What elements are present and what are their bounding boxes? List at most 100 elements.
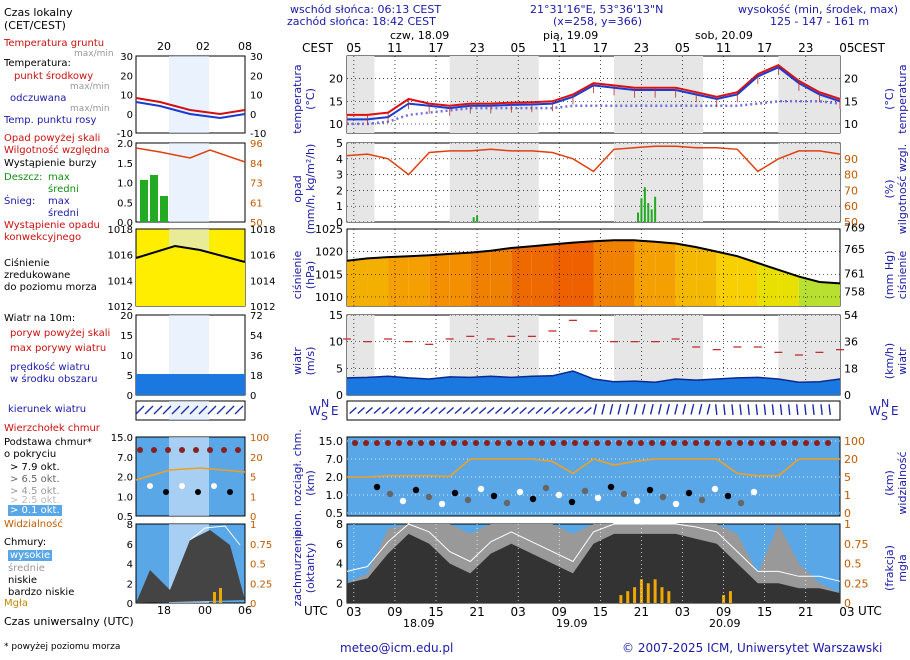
- legend-right-tick-2: 1018: [250, 225, 275, 236]
- compass-w-left: W: [309, 404, 321, 418]
- pressure-area: [511, 246, 532, 306]
- cloud-base-dot: [698, 496, 706, 504]
- vis-tick: 1: [844, 489, 851, 502]
- visibility-line: [347, 458, 840, 478]
- legend-hum-line: [135, 147, 246, 163]
- cloud-top-dot: [649, 440, 655, 446]
- prec-left-tick: 4: [336, 153, 343, 166]
- legend-cloudtop-dot: [207, 447, 213, 453]
- wind-dir-arrow: [422, 407, 430, 414]
- wind-dir-arrow: [674, 403, 679, 415]
- legend-temp-tick: -10: [117, 129, 133, 140]
- cloud-base-label2: o pokryciu: [4, 449, 57, 460]
- cloud-top-dot: [627, 440, 633, 446]
- cloud-top-dot: [803, 440, 809, 446]
- legend-prec-night: [169, 143, 209, 222]
- fog-tick: 0: [844, 597, 851, 610]
- press-mmhg-tick: 769: [844, 222, 865, 235]
- wind-dir-arrow: [601, 403, 606, 415]
- fog-tick: 0.25: [844, 577, 869, 590]
- fog-bar: [646, 583, 650, 603]
- cloud-base-dot: [464, 496, 472, 504]
- footer-email[interactable]: meteo@icm.edu.pl: [340, 641, 454, 655]
- wind-dir-arrow: [438, 407, 446, 414]
- cloud-top-dot: [583, 440, 589, 446]
- legend-right-tick-1: 73: [250, 179, 263, 190]
- vis-tick: 0: [844, 507, 851, 520]
- okt4-label: > 2.5 okt.: [10, 495, 60, 506]
- fog-label: Mgła: [4, 598, 28, 609]
- cloud-top-dot: [473, 440, 479, 446]
- legend-dir-arrow: [180, 405, 190, 415]
- prec-left-tick: 1: [336, 200, 343, 213]
- bottom-tick-label: 15: [757, 605, 772, 619]
- rain-bar: [637, 212, 640, 222]
- prec-night-3: [778, 143, 840, 222]
- temp-left-tick: 20: [329, 73, 343, 86]
- cloud-top-dot: [440, 440, 446, 446]
- cover-tick: 2: [336, 577, 343, 590]
- rain-max-label: max: [48, 172, 70, 183]
- pressure-area: [593, 240, 615, 306]
- cloud-top-dot: [682, 440, 688, 446]
- legend-wind-tick: 15: [120, 331, 133, 342]
- top-tick-label: 05: [675, 41, 690, 55]
- legend-cloudbase-dot: [179, 483, 185, 489]
- cover-mid-line: [346, 523, 841, 582]
- cloud-base-dot: [620, 490, 628, 498]
- legend-right-tick-5: 0: [250, 599, 256, 610]
- legend-dir-arrow: [216, 405, 226, 415]
- cloud-top-dot: [781, 440, 787, 446]
- cloud-tick: 1.0: [326, 489, 344, 502]
- wind-dir-arrow: [779, 404, 783, 415]
- clouds-high-label: wysokie: [8, 550, 53, 561]
- legend-prec-tick: 1.5: [117, 159, 133, 170]
- legend-cover-line: [189, 525, 241, 546]
- cloud-base-dot: [451, 489, 459, 497]
- prec-left-tick: 2: [336, 184, 343, 197]
- cloud-base-dot: [607, 483, 615, 491]
- legend-right-tick-2: 1014: [250, 276, 275, 287]
- wind-dir-arrow: [698, 403, 703, 415]
- cloud-top-dot: [748, 440, 754, 446]
- cloud-top-dot: [550, 440, 556, 446]
- legend-right-tick-5: 0.75: [250, 540, 272, 551]
- tz-top-left: CEST: [302, 41, 333, 55]
- legend-wind-tick: 10: [120, 351, 133, 362]
- wind-dir-arrow: [494, 407, 503, 414]
- legend-vis-line: [135, 467, 246, 481]
- legend-cloud-tick: 1.0: [117, 492, 133, 503]
- cloud-base-dot: [399, 497, 407, 505]
- sunset-text: zachód słońca: 18:42 CEST: [287, 15, 436, 28]
- wind-dir-arrow: [535, 407, 544, 414]
- cloud-base-dot: [373, 483, 381, 491]
- okt1-label: > 7.9 okt.: [10, 462, 60, 473]
- legend-cloudbase-dot: [163, 489, 169, 495]
- clouds-low-label: niskie: [8, 575, 38, 586]
- prec-frame: [346, 142, 841, 223]
- legend-dir-arrow: [162, 405, 172, 415]
- cloud-top-dot: [363, 440, 369, 446]
- legend-dir-arrow: [144, 405, 154, 415]
- pressure-area: [388, 256, 409, 306]
- wind-dir-arrow: [405, 407, 414, 414]
- day-label-2: pią, 19.09: [543, 29, 599, 42]
- wind-dir-arrow: [478, 407, 487, 414]
- utc-tick-1: 18: [157, 604, 171, 617]
- legend-right-tick-4: 20: [250, 453, 263, 464]
- top-tick-label: 23: [634, 41, 649, 55]
- cloud-top-dot: [352, 440, 358, 446]
- mid-point-label: punkt środkowy: [14, 71, 94, 82]
- wind-dir-arrow: [617, 403, 622, 415]
- tz-bottom-left: UTC: [304, 604, 328, 618]
- cloud-tick: 2.0: [326, 471, 344, 484]
- bottom-tick-label: 03: [839, 605, 854, 619]
- clouds-label: Chmury:: [4, 537, 47, 548]
- cloud-base-dot: [594, 494, 602, 502]
- rain-bar: [643, 187, 646, 222]
- pressure-area: [572, 241, 594, 306]
- legend-right-tick-1: 50: [250, 218, 263, 229]
- wind-dir-arrow: [543, 407, 552, 414]
- legend-press-line: [135, 244, 246, 263]
- wind-left-tick: 0: [336, 389, 343, 402]
